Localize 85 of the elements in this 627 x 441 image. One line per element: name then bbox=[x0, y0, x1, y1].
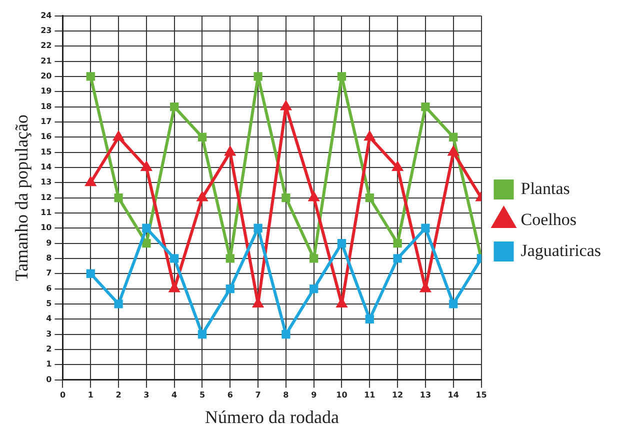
point bbox=[86, 269, 95, 278]
point bbox=[226, 284, 234, 294]
point bbox=[170, 254, 179, 263]
x-tick-label: 15 bbox=[476, 390, 488, 400]
point bbox=[86, 72, 95, 81]
y-tick-label: 1 bbox=[46, 360, 52, 369]
point bbox=[310, 284, 318, 294]
point bbox=[197, 192, 208, 202]
x-tick-label: 11 bbox=[364, 390, 376, 400]
point bbox=[86, 177, 96, 186]
point bbox=[392, 162, 403, 171]
y-tick-label: 5 bbox=[46, 299, 52, 308]
y-tick-label: 16 bbox=[40, 132, 52, 142]
y-axis-title: Tamanho da população bbox=[12, 114, 32, 282]
point bbox=[169, 283, 180, 292]
x-tick-label: 12 bbox=[392, 390, 404, 400]
x-tick-label: 7 bbox=[255, 390, 261, 400]
y-tick-label: 19 bbox=[40, 86, 52, 96]
y-tick-label: 0 bbox=[46, 374, 52, 384]
y-tick-label: 13 bbox=[40, 178, 52, 187]
x-tick-label: 10 bbox=[336, 390, 348, 400]
y-tick-label: 20 bbox=[40, 72, 52, 81]
y-tick-label: 10 bbox=[40, 223, 52, 232]
x-tick-label: 3 bbox=[144, 390, 150, 400]
point bbox=[141, 162, 152, 171]
point bbox=[393, 238, 402, 248]
y-tick-label: 11 bbox=[40, 208, 52, 218]
y-tick-label: 22 bbox=[40, 41, 52, 50]
x-tick-label: 13 bbox=[420, 390, 432, 400]
point bbox=[449, 132, 458, 142]
y-tick-label: 6 bbox=[46, 284, 52, 293]
y-tick-label: 21 bbox=[40, 56, 52, 66]
point bbox=[308, 192, 319, 202]
legend-label: Coelhos bbox=[520, 210, 576, 229]
y-tick-label: 23 bbox=[40, 26, 52, 36]
point bbox=[170, 102, 179, 112]
point bbox=[198, 330, 207, 339]
point bbox=[310, 254, 318, 263]
y-tick-label: 17 bbox=[40, 117, 52, 126]
y-tick-label: 15 bbox=[40, 147, 52, 156]
x-tick-label: 2 bbox=[116, 390, 122, 400]
x-tick-label: 9 bbox=[311, 390, 318, 400]
legend-label: Jaguatiricas bbox=[520, 240, 602, 260]
x-tick-label: 0 bbox=[60, 390, 66, 400]
y-tick-label: 7 bbox=[46, 268, 52, 278]
point bbox=[114, 193, 123, 202]
point bbox=[198, 132, 207, 142]
point bbox=[142, 238, 151, 248]
y-tick-label: 9 bbox=[46, 238, 52, 248]
point bbox=[421, 224, 430, 232]
y-tick-label: 3 bbox=[46, 329, 52, 338]
y-tick-label: 12 bbox=[40, 192, 52, 202]
x-tick-label: 1 bbox=[88, 390, 94, 400]
point bbox=[114, 300, 123, 308]
x-axis-title: Número da rodada bbox=[205, 406, 339, 427]
point bbox=[337, 72, 346, 81]
y-tick-label: 24 bbox=[40, 10, 52, 20]
y-tick-label: 14 bbox=[40, 162, 52, 172]
y-tick-label: 4 bbox=[46, 314, 52, 324]
legend-label: Plantas bbox=[520, 178, 570, 198]
point bbox=[449, 300, 458, 308]
point bbox=[280, 101, 291, 110]
x-tick-label: 6 bbox=[227, 390, 234, 400]
y-tick-label: 2 bbox=[46, 344, 52, 354]
point bbox=[365, 193, 374, 202]
point bbox=[225, 146, 236, 156]
x-tick-label: 4 bbox=[172, 390, 178, 400]
x-tick-label: 14 bbox=[448, 390, 460, 400]
point bbox=[364, 132, 375, 141]
point bbox=[337, 238, 346, 248]
point bbox=[254, 72, 262, 81]
point bbox=[421, 102, 430, 112]
point bbox=[254, 224, 262, 232]
point bbox=[114, 132, 124, 141]
point bbox=[282, 193, 290, 202]
point bbox=[393, 254, 402, 263]
point bbox=[448, 146, 458, 156]
point bbox=[282, 330, 290, 339]
y-tick-label: 8 bbox=[46, 254, 52, 263]
point bbox=[142, 224, 151, 232]
x-tick-label: 8 bbox=[283, 390, 290, 400]
x-tick-label: 5 bbox=[199, 390, 206, 400]
point bbox=[365, 314, 374, 324]
point bbox=[226, 254, 234, 263]
y-tick-label: 18 bbox=[40, 102, 52, 111]
